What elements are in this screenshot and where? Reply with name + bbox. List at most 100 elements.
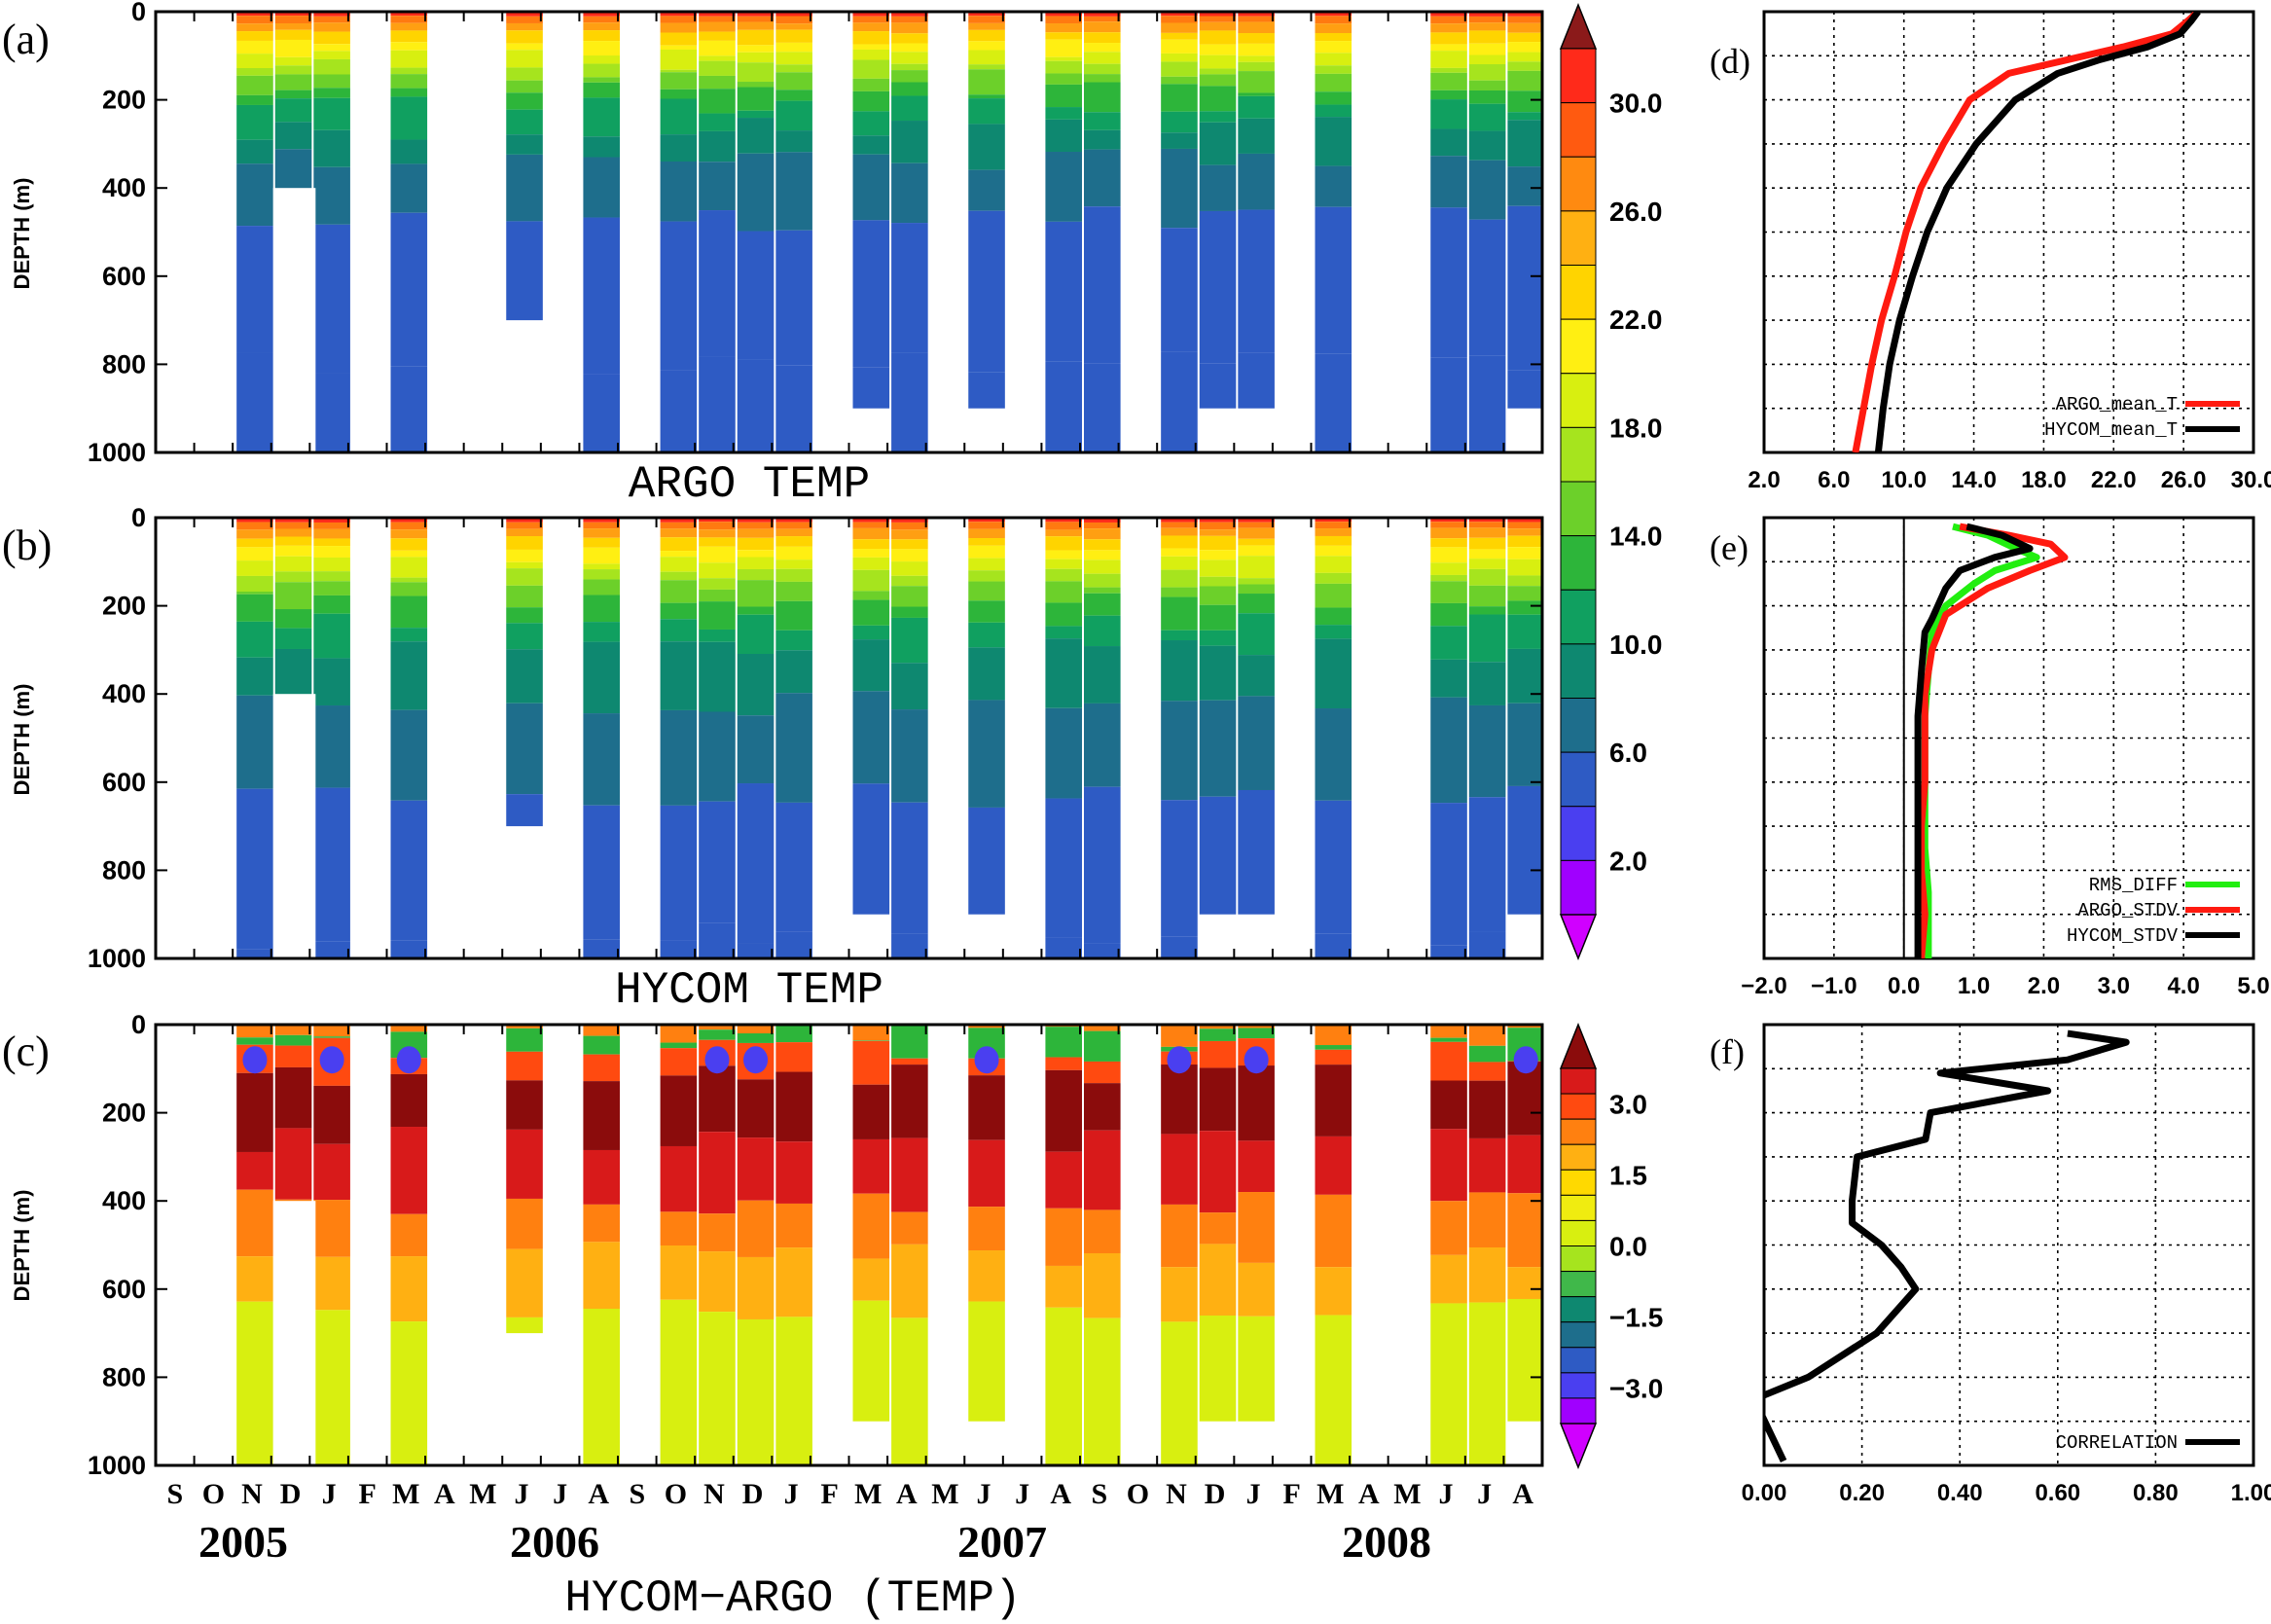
heatmap-band: [1045, 73, 1082, 85]
heatmap-band: [775, 802, 812, 932]
heatmap-band: [1430, 128, 1467, 157]
month-label: J: [322, 1478, 337, 1510]
heatmap-band: [274, 1045, 312, 1067]
heatmap-band: [1238, 1140, 1275, 1193]
heatmap-band: [891, 663, 928, 710]
heatmap-band: [891, 518, 928, 523]
month-label: M: [854, 1478, 882, 1510]
heatmap-band: [775, 1042, 812, 1072]
heatmap-band: [891, 549, 928, 562]
heatmap-band: [1507, 61, 1542, 71]
heatmap-band: [1507, 1025, 1542, 1029]
heatmap-band: [775, 1247, 812, 1317]
heatmap-band: [1507, 586, 1542, 601]
heatmap-band: [1430, 32, 1467, 45]
heatmap-band: [1315, 708, 1352, 801]
heatmap-band: [1084, 587, 1121, 594]
heatmap-band: [506, 1198, 543, 1249]
heatmap-band: [274, 1128, 312, 1200]
data-gap: [272, 188, 316, 452]
y-tick-label: 600: [102, 768, 146, 797]
heatmap-band: [1161, 522, 1198, 528]
heatmap-band: [775, 23, 812, 30]
heatmap-band: [1238, 1262, 1275, 1317]
heatmap-band: [1084, 593, 1121, 616]
heatmap-band: [660, 162, 698, 222]
heatmap-band: [1161, 351, 1198, 452]
colorbar-label: 18.0: [1609, 413, 1663, 443]
heatmap-band: [313, 58, 350, 75]
x-tick-label: 1.0: [1958, 973, 1990, 999]
heatmap-band: [699, 60, 736, 76]
heatmap-band: [852, 1138, 890, 1194]
heatmap-band: [313, 224, 350, 374]
heatmap-band: [737, 1032, 775, 1043]
heatmap-band: [968, 622, 1005, 648]
x-tick-label: 14.0: [1951, 467, 1997, 493]
heatmap-band: [660, 537, 698, 552]
heatmap-band: [1161, 61, 1198, 77]
heatmap-band: [660, 134, 698, 162]
heatmap-band: [1238, 1025, 1275, 1029]
heatmap-band: [313, 74, 350, 89]
heatmap-band: [1161, 132, 1198, 149]
heatmap-band: [699, 522, 736, 530]
heatmap-band: [1468, 90, 1506, 104]
heatmap-band: [1507, 370, 1542, 409]
heatmap-band: [274, 545, 312, 557]
colorbar-swatch: [1560, 265, 1597, 320]
colorbar-label: 14.0: [1609, 522, 1663, 552]
heatmap-band: [1430, 945, 1467, 958]
heatmap-band: [236, 547, 273, 561]
heatmap-band: [968, 94, 1005, 99]
heatmap-band: [891, 586, 928, 607]
colorbar-arrow-bottom: [1559, 914, 1598, 961]
heatmap-band: [1507, 528, 1542, 536]
month-label: S: [1091, 1478, 1107, 1510]
heatmap-band: [699, 55, 736, 61]
heatmap-band: [775, 546, 812, 560]
heatmap-band: [1084, 149, 1121, 207]
heatmap-band: [1507, 1267, 1542, 1299]
heatmap-band: [1045, 536, 1082, 551]
month-label: S: [166, 1478, 183, 1510]
heatmap-band: [699, 162, 736, 211]
heatmap-band: [583, 30, 620, 42]
heatmap-band: [1084, 1253, 1121, 1318]
heatmap-band: [1084, 1025, 1121, 1031]
series-lines: [1852, 12, 2201, 452]
heatmap-band: [1045, 550, 1082, 559]
colorbar-swatch: [1560, 1093, 1597, 1120]
heatmap-band: [1199, 12, 1237, 17]
heatmap-band: [1199, 1244, 1237, 1316]
heatmap-band: [390, 940, 428, 958]
heatmap-band: [775, 522, 812, 529]
heatmap-band: [1238, 584, 1275, 595]
heatmap-band: [1045, 32, 1082, 40]
heatmap-band: [274, 12, 312, 17]
colorbar-swatch: [1560, 1118, 1597, 1145]
heatmap-band: [1315, 53, 1352, 66]
heatmap-band: [1045, 107, 1082, 120]
year-label: 2005: [198, 1517, 288, 1567]
hycom-minus-argo-panel: 0 200 400 600 800 1000: [88, 1010, 1544, 1480]
heatmap-band: [390, 50, 428, 68]
heatmap-band: [1045, 56, 1082, 61]
heatmap-band: [583, 622, 620, 642]
heatmap-band: [1199, 1025, 1237, 1029]
heatmap-band: [1468, 355, 1506, 452]
heatmap-band: [583, 522, 620, 529]
heatmap-band: [583, 374, 620, 452]
legend-label: RMS_DIFF: [2089, 875, 2178, 896]
heatmap-band: [968, 528, 1005, 539]
panel-b-ylabel: DEPTH (m): [10, 684, 34, 796]
heatmap-band: [583, 713, 620, 806]
heatmap-band: [1468, 43, 1506, 55]
colorbar-label: 10.0: [1609, 630, 1663, 660]
heatmap-band: [1161, 22, 1198, 33]
heatmap-band: [852, 522, 890, 528]
heatmap-band: [891, 529, 928, 540]
heatmap-band: [1045, 12, 1082, 17]
heatmap-band: [1468, 614, 1506, 663]
